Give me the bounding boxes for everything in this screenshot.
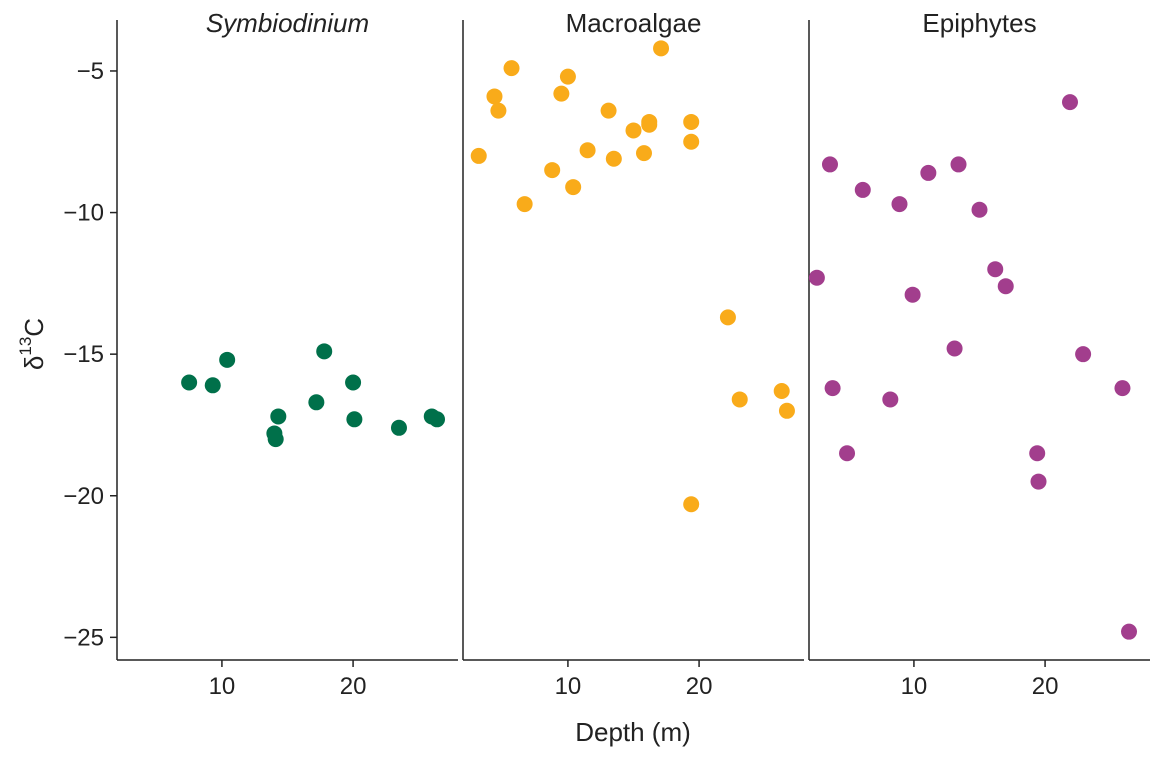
data-point <box>904 286 921 303</box>
data-point <box>946 340 963 357</box>
data-point <box>683 133 700 150</box>
data-point <box>345 374 362 391</box>
x-tick-label: 20 <box>686 673 713 700</box>
data-point <box>181 374 198 391</box>
y-tick-label: −25 <box>63 624 104 651</box>
data-point <box>267 431 284 448</box>
data-point <box>490 102 507 119</box>
data-point <box>559 68 576 85</box>
data-point <box>882 391 899 408</box>
x-axis-title: Depth (m) <box>575 717 691 747</box>
data-point <box>390 419 407 436</box>
data-point <box>778 402 795 419</box>
data-point <box>971 201 988 218</box>
data-point <box>544 162 561 179</box>
y-axis-title-superscript: 13 <box>16 337 35 356</box>
data-point <box>719 309 736 326</box>
panel-title: Macroalgae <box>566 8 702 38</box>
data-point <box>920 164 937 181</box>
data-point <box>308 394 325 411</box>
panel-title: Symbiodinium <box>206 8 369 38</box>
data-point <box>1114 380 1131 397</box>
data-point <box>824 380 841 397</box>
data-point <box>683 496 700 513</box>
data-point <box>516 196 533 213</box>
data-point <box>579 142 596 159</box>
data-point <box>1121 623 1138 640</box>
y-axis-title-element: C <box>19 318 49 337</box>
data-point <box>486 88 503 105</box>
data-point <box>1075 346 1092 363</box>
data-point <box>997 278 1014 295</box>
panel-title: Epiphytes <box>922 8 1036 38</box>
data-point <box>600 102 617 119</box>
data-point <box>316 343 333 360</box>
data-point <box>565 179 582 196</box>
data-point <box>641 116 658 133</box>
data-point <box>891 196 908 213</box>
data-point <box>270 408 287 425</box>
data-point <box>635 145 652 162</box>
panel-epiphytes: Epiphytes 10 20 <box>808 8 1150 700</box>
data-point <box>1061 94 1078 111</box>
x-tick-label: 10 <box>209 673 236 700</box>
data-point <box>219 351 236 368</box>
data-point <box>605 150 622 167</box>
y-tick-label: −5 <box>77 58 104 85</box>
data-point <box>653 40 670 57</box>
data-point <box>808 269 825 286</box>
x-tick-label: 10 <box>555 673 582 700</box>
data-point <box>773 382 790 399</box>
y-tick-label: −20 <box>63 483 104 510</box>
data-point <box>821 156 838 173</box>
data-point <box>346 411 363 428</box>
data-point <box>683 113 700 130</box>
data-point <box>839 445 856 462</box>
x-tick-label: 20 <box>1032 673 1059 700</box>
y-axis: −5 −10 −15 −20 −25 <box>63 58 117 651</box>
data-point <box>204 377 221 394</box>
y-tick-label: −10 <box>63 200 104 227</box>
panel-macroalgae: Macroalgae 10 20 <box>462 8 804 700</box>
data-point <box>503 60 520 77</box>
data-point <box>950 156 967 173</box>
data-point <box>470 147 487 164</box>
data-point <box>429 411 446 428</box>
data-point <box>731 391 748 408</box>
y-axis-title-delta: δ <box>19 356 49 370</box>
data-point <box>1030 473 1047 490</box>
panels: Symbiodinium 10 20 Macroalgae 10 20 Epiphytes 1… <box>116 8 1150 700</box>
x-tick-label: 20 <box>340 673 367 700</box>
data-point <box>987 261 1004 278</box>
data-point <box>1029 445 1046 462</box>
data-point <box>553 85 570 102</box>
y-tick-label: −15 <box>63 341 104 368</box>
data-point <box>625 122 642 139</box>
x-tick-label: 10 <box>901 673 928 700</box>
y-axis-title: δ13C <box>16 318 49 370</box>
panel-symbiodinium: Symbiodinium 10 20 <box>116 8 458 700</box>
data-point <box>854 181 871 198</box>
